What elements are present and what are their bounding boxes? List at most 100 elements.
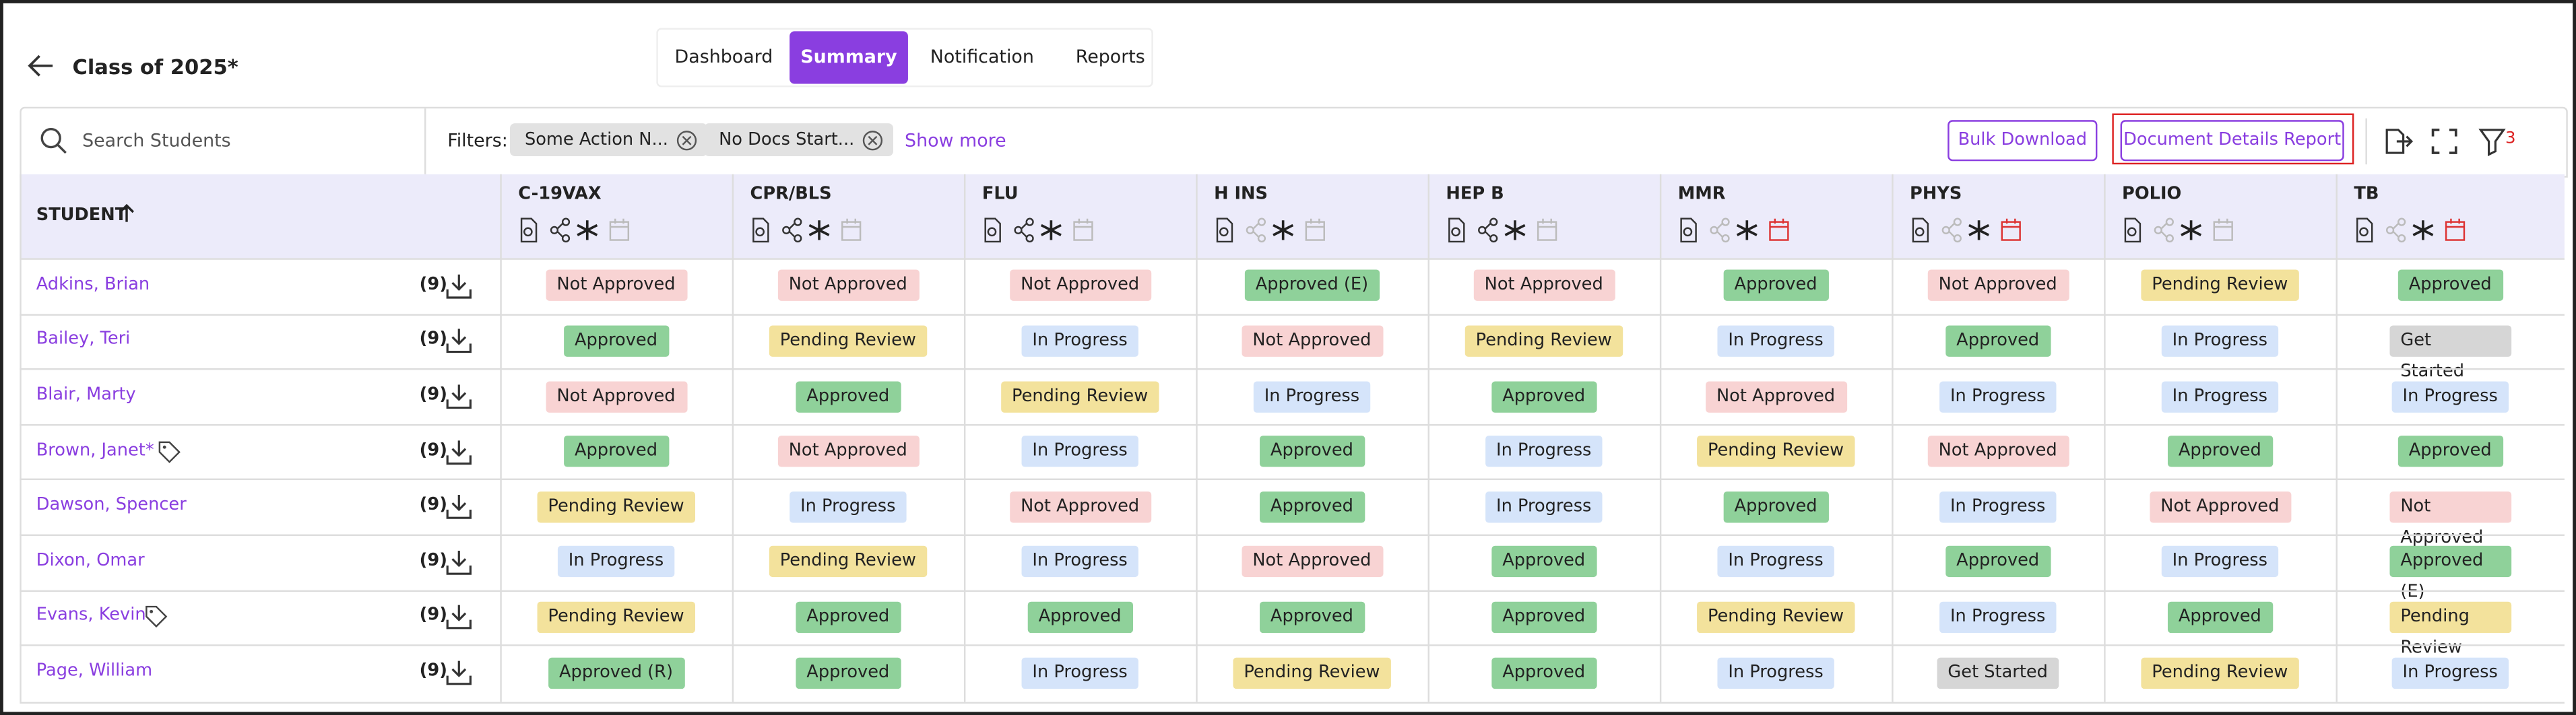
status-badge[interactable]: Approved (1722, 270, 1829, 302)
status-badge[interactable]: Pending Review (1000, 380, 1160, 412)
status-badge[interactable]: Approved (2397, 270, 2503, 302)
column-actions[interactable] (1446, 217, 1577, 243)
status-badge[interactable]: Not Approved (2149, 491, 2291, 522)
status-badge[interactable]: Approved (1258, 491, 1365, 522)
status-badge[interactable]: Approved (1491, 546, 1597, 578)
column-header[interactable]: FLU (981, 184, 1019, 204)
bulk-download[interactable]: Bulk Download (1947, 120, 2098, 162)
toolbar-icons[interactable] (2383, 127, 2515, 156)
status-badge[interactable]: Approved (E) (2389, 546, 2512, 602)
status-badge[interactable]: Not Approved (1704, 380, 1847, 412)
status-badge[interactable]: Approved (1491, 601, 1597, 633)
download-icon[interactable] (446, 604, 472, 630)
column-header[interactable]: TB (2354, 184, 2379, 204)
status-badge[interactable]: In Progress (789, 491, 907, 522)
status-badge[interactable]: In Progress (1938, 491, 2057, 522)
status-badge[interactable]: In Progress (1021, 546, 1139, 578)
status-badge[interactable]: Not Approved (1241, 325, 1383, 357)
status-badge[interactable]: Approved (1945, 325, 2051, 357)
search-input[interactable]: Search Students (82, 129, 231, 151)
status-badge[interactable]: Get Started (1936, 656, 2060, 688)
status-badge[interactable]: Approved (1258, 601, 1365, 633)
tag-icon[interactable] (158, 440, 181, 463)
status-badge[interactable]: Not Approved (1008, 270, 1151, 302)
download-icon[interactable] (446, 438, 472, 465)
tab[interactable]: Reports (1075, 46, 1145, 68)
status-badge[interactable]: Pending Review (1696, 436, 1856, 467)
student-name[interactable]: Adkins, Brian (36, 274, 150, 294)
status-badge[interactable]: Approved (1722, 491, 1829, 522)
status-badge[interactable]: Approved (795, 380, 901, 412)
filter-chip[interactable]: Some Action N... (509, 123, 708, 156)
status-badge[interactable]: In Progress (2160, 325, 2280, 357)
column-header[interactable]: C-19VAX (518, 184, 602, 204)
status-badge[interactable]: In Progress (1021, 436, 1139, 467)
student-header[interactable]: STUDENT (36, 205, 127, 226)
status-badge[interactable]: In Progress (1716, 325, 1835, 357)
column-actions[interactable] (518, 217, 649, 243)
download-icon[interactable] (446, 273, 472, 299)
status-badge[interactable]: In Progress (1716, 546, 1835, 578)
status-badge[interactable]: In Progress (1021, 656, 1139, 688)
status-badge[interactable]: Approved (1491, 380, 1597, 412)
column-actions[interactable] (1214, 217, 1345, 243)
student-name[interactable]: Evans, Kevin (36, 605, 146, 625)
status-badge[interactable]: In Progress (1484, 491, 1603, 522)
status-badge[interactable]: Approved (562, 436, 670, 467)
status-badge[interactable]: Not Approved (545, 270, 687, 302)
student-name[interactable]: Page, William (36, 660, 153, 681)
status-badge[interactable]: Not Approved (777, 270, 919, 302)
status-badge[interactable]: Approved (2166, 601, 2273, 633)
status-badge[interactable]: Pending Review (2389, 601, 2512, 657)
status-badge[interactable]: Approved (1258, 436, 1365, 467)
status-badge[interactable]: Not Approved (1927, 270, 2069, 302)
tab[interactable]: Notification (930, 46, 1034, 68)
student-name[interactable]: Brown, Janet* (36, 440, 154, 460)
column-header[interactable]: CPR/BLS (750, 184, 832, 204)
download-icon[interactable] (446, 383, 472, 409)
status-badge[interactable]: Not Approved (2389, 491, 2512, 547)
status-badge[interactable]: Pending Review (1464, 325, 1623, 357)
status-badge[interactable]: Approved (1945, 546, 2051, 578)
column-header[interactable]: POLIO (2122, 184, 2182, 204)
status-badge[interactable]: Approved (562, 325, 670, 357)
status-badge[interactable]: Pending Review (2140, 270, 2300, 302)
column-actions[interactable] (1910, 217, 2041, 243)
filter-chip[interactable]: No Docs Start... (704, 123, 894, 156)
status-badge[interactable]: In Progress (2391, 380, 2510, 412)
status-badge[interactable]: In Progress (2160, 380, 2280, 412)
student-name[interactable]: Dawson, Spencer (36, 495, 187, 515)
download-icon[interactable] (446, 493, 472, 520)
status-badge[interactable]: Not Approved (1008, 491, 1151, 522)
student-name[interactable]: Dixon, Omar (36, 550, 145, 570)
status-badge[interactable]: Pending Review (1232, 656, 1392, 688)
status-badge[interactable]: Approved (R) (547, 656, 685, 688)
status-badge[interactable]: Not Approved (777, 436, 919, 467)
status-badge[interactable]: Pending Review (768, 325, 928, 357)
status-badge[interactable]: Pending Review (768, 546, 928, 578)
download-icon[interactable] (446, 549, 472, 575)
tab[interactable]: Dashboard (674, 46, 773, 68)
status-badge[interactable]: In Progress (2160, 546, 2280, 578)
download-icon[interactable] (446, 659, 472, 685)
status-badge[interactable]: Approved (1027, 601, 1133, 633)
status-badge[interactable]: Approved (E) (1244, 270, 1380, 302)
column-actions[interactable] (1678, 217, 1809, 243)
status-badge[interactable]: Not Approved (1241, 546, 1383, 578)
column-actions[interactable] (2354, 217, 2485, 243)
status-badge[interactable]: In Progress (1938, 601, 2057, 633)
status-badge[interactable]: Approved (795, 601, 901, 633)
chip-remove[interactable] (862, 130, 884, 151)
column-header[interactable]: MMR (1677, 184, 1726, 204)
back-arrow[interactable] (26, 55, 56, 77)
status-badge[interactable]: Not Approved (1473, 270, 1615, 302)
download-icon[interactable] (446, 328, 472, 354)
status-badge[interactable]: In Progress (556, 546, 676, 578)
student-name[interactable]: Bailey, Teri (36, 329, 131, 349)
status-badge[interactable]: Get Started (2389, 325, 2512, 381)
status-badge[interactable]: Pending Review (1696, 601, 1856, 633)
status-badge[interactable]: Not Approved (545, 380, 687, 412)
tag-icon[interactable] (145, 606, 168, 629)
status-badge[interactable]: Not Approved (1927, 436, 2069, 467)
chip-remove[interactable] (676, 130, 698, 151)
